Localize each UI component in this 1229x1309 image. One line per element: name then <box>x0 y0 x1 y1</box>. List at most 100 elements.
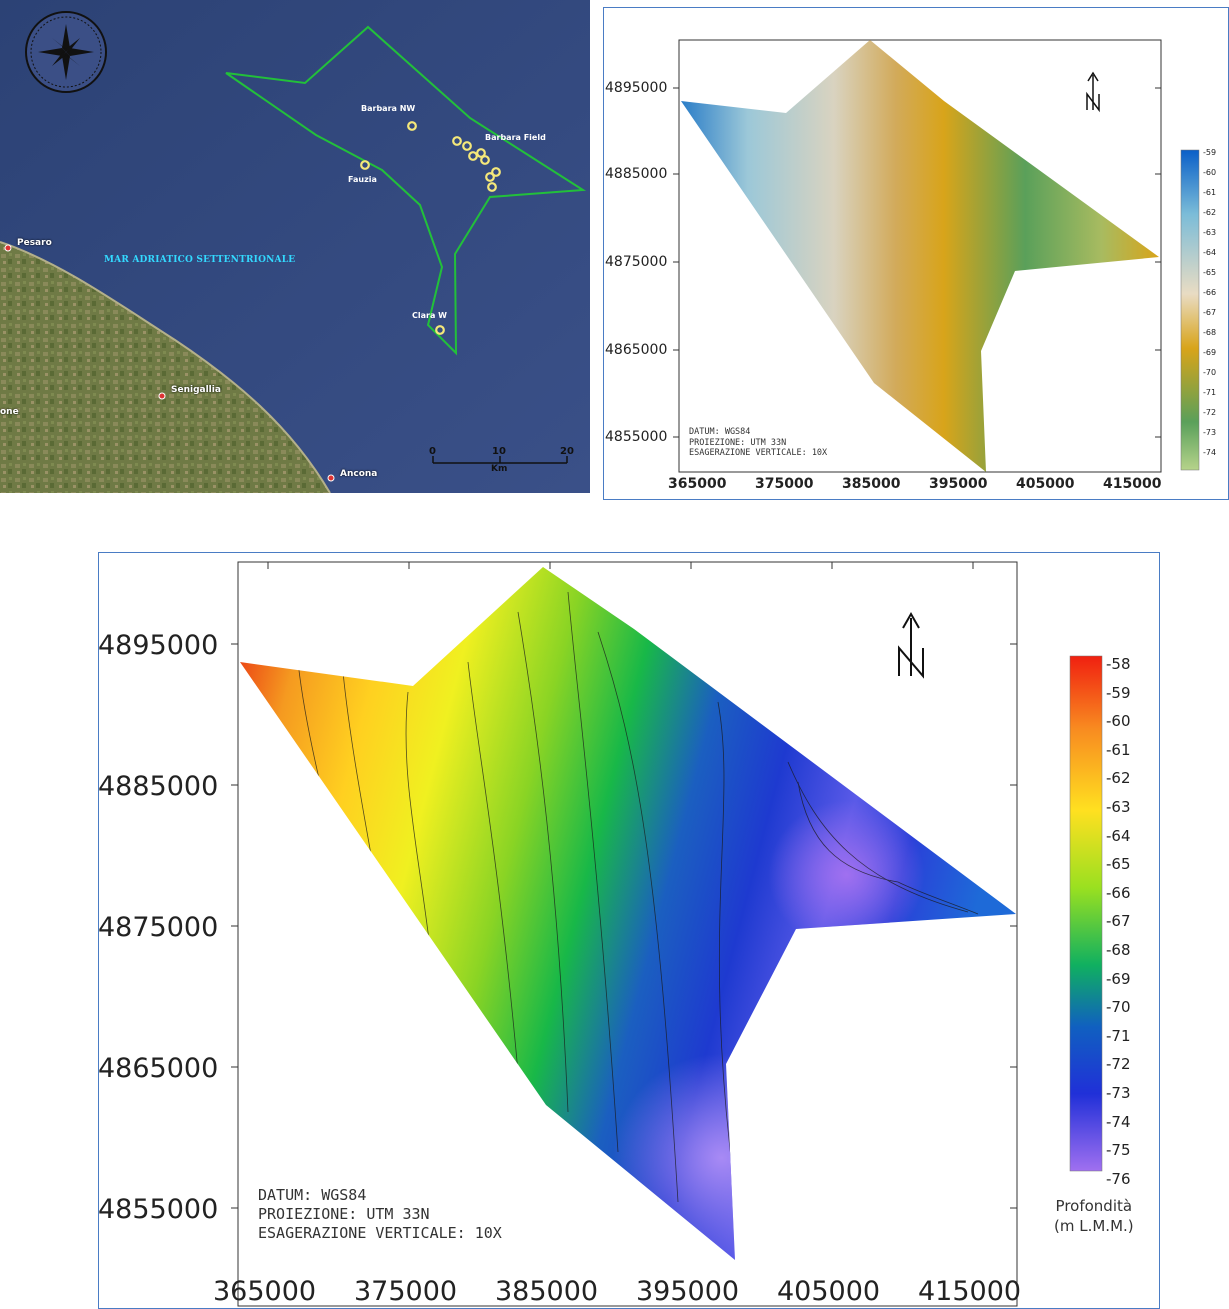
large-x-tick-405000: 405000 <box>777 1276 881 1307</box>
north-arrow-icon-large <box>898 611 924 679</box>
cb-large-label: -73 <box>1106 1083 1131 1102</box>
large-x-tick-365000: 365000 <box>213 1276 317 1307</box>
cb-small-label: -70 <box>1203 368 1217 377</box>
small-y-tick-4875000: 4875000 <box>605 254 668 270</box>
cb-large-label: -76 <box>1106 1169 1131 1188</box>
small-axis-ticks <box>673 87 1161 438</box>
colorbar-labels-small: -59 -60 -61 -62 -63 -64 -65 -66 -67 -68 … <box>1203 143 1216 463</box>
depth-contours <box>297 591 979 1213</box>
well-barbara-nw-marker <box>407 121 417 131</box>
cb-small-label: -68 <box>1203 328 1217 337</box>
cb-large-label: -63 <box>1106 797 1131 816</box>
cb-small-label: -63 <box>1203 228 1217 237</box>
colorbar-small <box>1180 149 1200 471</box>
small-x-tick-365000: 365000 <box>668 476 727 492</box>
cb-large-label: -66 <box>1106 883 1131 902</box>
small-x-tick-405000: 405000 <box>1016 476 1075 492</box>
datum-block-large: DATUM: WGS84 PROIEZIONE: UTM 33N ESAGERAZI… <box>258 1186 502 1242</box>
large-y-tick-4885000: 4885000 <box>98 771 219 802</box>
city-dot-senigallia <box>158 392 166 400</box>
well-label-clara-w: Clara W <box>412 311 447 320</box>
overview-map-drawing <box>0 0 590 493</box>
well-label-barbara-field: Barbara Field <box>485 133 546 142</box>
city-label-fragment: one <box>0 407 19 417</box>
north-arrow-icon-small <box>1086 71 1100 113</box>
cb-large-label: -58 <box>1106 655 1131 673</box>
well-fauzia-marker <box>360 160 370 170</box>
cb-small-label: -60 <box>1203 168 1217 177</box>
compass-rose-icon <box>25 11 107 93</box>
well-label-barbara-nw: Barbara NW <box>361 104 416 113</box>
city-dot-ancona <box>327 474 335 482</box>
cb-large-label: -60 <box>1106 712 1131 731</box>
cb-small-label: -74 <box>1203 448 1217 457</box>
scale-tick-0: 0 <box>429 446 436 457</box>
small-x-tick-385000: 385000 <box>842 476 901 492</box>
cb-large-label: -72 <box>1106 1055 1131 1074</box>
cb-small-label: -64 <box>1203 248 1217 257</box>
large-x-tick-375000: 375000 <box>354 1276 458 1307</box>
cb-large-label: -67 <box>1106 912 1131 931</box>
projection-line: PROIEZIONE: UTM 33N <box>689 437 787 448</box>
colorbar-labels-large: -58 -59 -60 -61 -62 -63 -64 -65 -66 -67 … <box>1106 650 1131 1193</box>
cb-large-label: -69 <box>1106 969 1131 988</box>
bathymetry-plot-large <box>231 561 1103 1307</box>
small-y-tick-4855000: 4855000 <box>605 429 668 445</box>
city-label-pesaro: Pesaro <box>17 238 52 248</box>
scale-tick-20: 20 <box>560 446 574 457</box>
bathymetry-plot-small <box>673 39 1200 473</box>
large-y-tick-4865000: 4865000 <box>98 1053 219 1084</box>
coastline-land <box>0 242 330 493</box>
datum-block-small: DATUM: WGS84 PROIEZIONE: UTM 33N ESAGERAZI… <box>689 427 827 459</box>
large-y-tick-4875000: 4875000 <box>98 912 219 943</box>
city-label-senigallia: Senigallia <box>171 385 221 395</box>
datum-line: DATUM: WGS84 <box>258 1186 367 1204</box>
city-label-ancona: Ancona <box>340 469 378 479</box>
small-x-tick-415000: 415000 <box>1103 476 1162 492</box>
cb-small-label: -66 <box>1203 288 1217 297</box>
cb-small-label: -67 <box>1203 308 1217 317</box>
small-y-tick-4885000: 4885000 <box>605 166 668 182</box>
well-label-fauzia: Fauzia <box>348 175 377 184</box>
survey-area-outline <box>225 25 587 356</box>
large-x-tick-395000: 395000 <box>636 1276 740 1307</box>
small-x-tick-375000: 375000 <box>755 476 814 492</box>
cb-small-label: -61 <box>1203 188 1217 197</box>
overview-map: Barbara NW Barbara Field Fauzia Clara W … <box>0 0 590 493</box>
city-dot-pesaro <box>4 244 12 252</box>
cb-large-label: -64 <box>1106 826 1131 845</box>
cb-large-label: -59 <box>1106 683 1131 702</box>
scale-unit: Km <box>491 464 508 474</box>
colorbar-large <box>1069 655 1103 1172</box>
cb-small-label: -62 <box>1203 208 1217 217</box>
cb-large-label: -68 <box>1106 940 1131 959</box>
barbara-field-markers <box>452 136 501 192</box>
cb-small-label: -73 <box>1203 428 1217 437</box>
cb-small-label: -72 <box>1203 408 1217 417</box>
cb-large-label: -61 <box>1106 740 1131 759</box>
large-axis-ticks <box>231 562 1017 1209</box>
exaggeration-line: ESAGERAZIONE VERTICALE: 10X <box>689 448 828 459</box>
sea-label: MAR ADRIATICO SETTENTRIONALE <box>104 255 296 265</box>
large-y-tick-4895000: 4895000 <box>98 630 219 661</box>
cb-small-label: -59 <box>1203 148 1217 157</box>
cb-small-label: -65 <box>1203 268 1217 277</box>
exaggeration-line: ESAGERAZIONE VERTICALE: 10X <box>258 1223 502 1242</box>
large-y-tick-4855000: 4855000 <box>98 1194 219 1225</box>
cb-large-label: -70 <box>1106 998 1131 1017</box>
scale-tick-10: 10 <box>492 446 506 457</box>
cb-large-label: -74 <box>1106 1112 1131 1131</box>
cb-large-label: -71 <box>1106 1026 1131 1045</box>
large-x-tick-385000: 385000 <box>495 1276 599 1307</box>
scale-bar <box>432 456 568 464</box>
large-x-tick-415000: 415000 <box>918 1276 1022 1307</box>
datum-line: DATUM: WGS84 <box>689 427 751 437</box>
well-clara-w-marker <box>435 325 445 335</box>
small-x-tick-395000: 395000 <box>929 476 988 492</box>
cb-large-label: -62 <box>1106 769 1131 788</box>
cb-large-label: -75 <box>1106 1141 1131 1160</box>
survey-surface-small <box>681 40 1159 472</box>
cb-large-label: -65 <box>1106 855 1131 874</box>
small-y-tick-4895000: 4895000 <box>605 80 668 96</box>
small-y-tick-4865000: 4865000 <box>605 342 668 358</box>
